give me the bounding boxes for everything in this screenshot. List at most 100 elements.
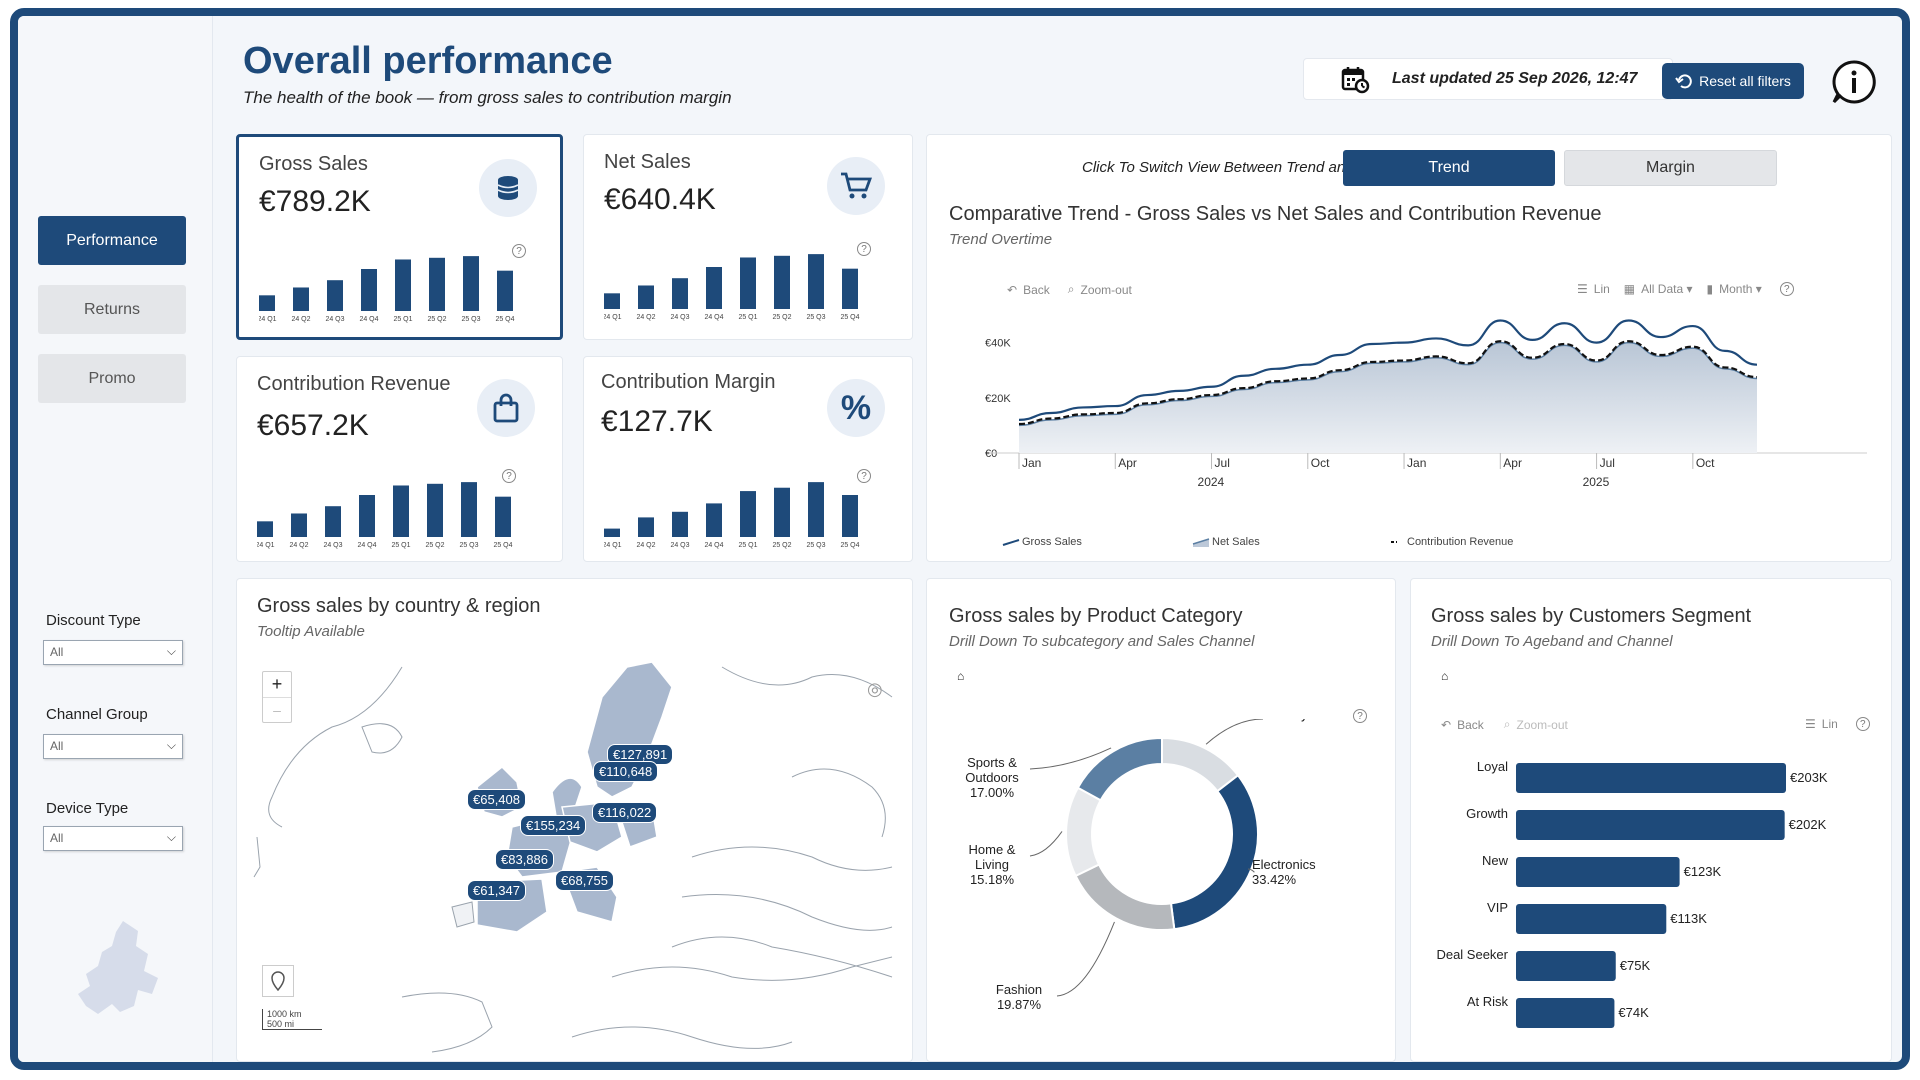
kpi-card-gross-sales[interactable]: Gross Sales €789.2K ? 24 Q1 24 Q2 24 Q3 24 … xyxy=(236,134,563,340)
map-pin-button[interactable] xyxy=(262,965,294,997)
help-icon[interactable]: ? xyxy=(512,244,526,258)
net-sales-line[interactable] xyxy=(1018,341,1758,427)
spark-bar[interactable] xyxy=(774,255,790,309)
month-button[interactable]: Month ▾ xyxy=(1719,282,1762,296)
map-value-label[interactable]: €65,408 xyxy=(467,789,526,810)
spark-bar[interactable] xyxy=(706,503,722,537)
spark-bar[interactable] xyxy=(259,295,275,311)
segment-bar[interactable] xyxy=(1516,810,1785,840)
discount-type-select[interactable]: All ⌵ xyxy=(43,640,183,665)
segment-bar[interactable] xyxy=(1516,763,1786,793)
device-type-select[interactable]: All ⌵ xyxy=(43,826,183,851)
zoom-out-button[interactable]: Zoom-out xyxy=(1516,717,1568,732)
nav-returns-button[interactable]: Returns xyxy=(38,285,186,334)
map-value-label[interactable]: €68,755 xyxy=(555,870,614,891)
trend-toolbar-left: ↶ Back ⌕ Zoom-out xyxy=(1007,282,1132,297)
spark-bar[interactable] xyxy=(461,482,477,537)
spark-bar[interactable] xyxy=(495,496,511,537)
net-sales-area[interactable] xyxy=(1019,342,1757,453)
donut-slice-label: Home & Living 15.18% xyxy=(969,842,1016,887)
spark-bar[interactable] xyxy=(429,257,445,311)
map-value-label[interactable]: €155,234 xyxy=(520,815,587,836)
spark-bar[interactable] xyxy=(638,285,654,309)
map-fullscreen-icon[interactable]: ◎ xyxy=(867,679,883,699)
zoom-in-button[interactable]: + xyxy=(263,672,291,698)
legend-gross-sales[interactable]: Gross Sales xyxy=(1002,536,1192,548)
info-icon[interactable] xyxy=(1830,58,1878,106)
trend-toggle-button[interactable]: Trend xyxy=(1343,150,1555,186)
scale-lin-button[interactable]: Lin xyxy=(1821,717,1838,731)
help-icon[interactable]: ? xyxy=(1779,282,1794,296)
reset-filters-button[interactable]: Reset all filters xyxy=(1662,63,1804,99)
zoom-out-button[interactable]: Zoom-out xyxy=(1080,282,1132,297)
home-icon[interactable]: ⌂ xyxy=(1441,669,1449,683)
map-value-label[interactable]: €61,347 xyxy=(467,880,526,901)
spark-bar[interactable] xyxy=(427,483,443,537)
back-button[interactable]: Back xyxy=(1457,717,1484,732)
spark-bar[interactable] xyxy=(672,278,688,309)
spark-bar[interactable] xyxy=(325,506,341,537)
spark-bar[interactable] xyxy=(361,269,377,311)
kpi-card-net-sales[interactable]: Net Sales €640.4K ? 24 Q1 24 Q2 24 Q3 24 Q4… xyxy=(583,134,913,340)
segment-bar[interactable] xyxy=(1516,998,1615,1028)
segment-bar[interactable] xyxy=(1516,951,1616,981)
legend-contribution-revenue[interactable]: Contribution Revenue xyxy=(1387,536,1513,548)
spark-quarter-label: 24 Q4 xyxy=(359,316,378,323)
spark-bar[interactable] xyxy=(291,513,307,537)
donut-slice[interactable] xyxy=(1169,773,1259,931)
map-value-label[interactable]: €83,886 xyxy=(495,849,554,870)
map-value-label[interactable]: €116,022 xyxy=(592,802,658,823)
kpi-card-contribution-margin[interactable]: Contribution Margin €127.7K % ? 24 Q1 24 … xyxy=(583,356,913,562)
help-icon[interactable]: ? xyxy=(857,242,871,256)
spark-bar[interactable] xyxy=(604,528,620,537)
nav-performance-button[interactable]: Performance xyxy=(38,216,186,265)
donut-slice[interactable] xyxy=(1076,736,1163,802)
donut-slice[interactable] xyxy=(1065,786,1103,878)
spark-bar[interactable] xyxy=(497,270,513,311)
all-data-button[interactable]: All Data ▾ xyxy=(1641,282,1693,296)
margin-toggle-button[interactable]: Margin xyxy=(1564,150,1777,186)
spark-bar[interactable] xyxy=(327,280,343,311)
home-icon[interactable]: ⌂ xyxy=(957,669,965,683)
channel-group-select[interactable]: All ⌵ xyxy=(43,734,183,759)
spark-quarter-label: 25 Q4 xyxy=(840,314,859,321)
spark-bar[interactable] xyxy=(395,259,411,311)
segment-bar[interactable] xyxy=(1516,904,1667,934)
gross-sales-line[interactable] xyxy=(1018,319,1758,421)
scale-lin-button[interactable]: Lin xyxy=(1593,282,1610,296)
kpi-card-contribution-revenue[interactable]: Contribution Revenue €657.2K ? 24 Q1 24 Q… xyxy=(236,356,563,562)
spark-bar[interactable] xyxy=(808,482,824,537)
contribution-revenue-line[interactable] xyxy=(1018,340,1758,426)
spark-bar[interactable] xyxy=(774,487,790,537)
help-icon[interactable]: ? xyxy=(857,469,871,483)
percent-icon: % xyxy=(827,379,885,437)
spark-bar[interactable] xyxy=(257,521,273,537)
back-button[interactable]: Back xyxy=(1023,282,1050,297)
legend-net-sales[interactable]: Net Sales xyxy=(1192,536,1387,548)
map-value-label[interactable]: €127,891 xyxy=(607,744,674,765)
sidebar: Performance Returns Promo Discount Type … xyxy=(18,16,213,1062)
nav-promo-button[interactable]: Promo xyxy=(38,354,186,403)
spark-bar[interactable] xyxy=(706,267,722,309)
donut-slice[interactable] xyxy=(1074,863,1176,931)
help-icon[interactable]: ? xyxy=(502,469,516,483)
spark-bar[interactable] xyxy=(842,268,858,309)
spark-bar[interactable] xyxy=(672,511,688,537)
spark-bar[interactable] xyxy=(808,254,824,309)
spark-bar[interactable] xyxy=(604,293,620,309)
segment-bar[interactable] xyxy=(1516,857,1680,887)
spark-bar[interactable] xyxy=(393,485,409,537)
spark-bar[interactable] xyxy=(842,495,858,537)
spark-bar[interactable] xyxy=(463,256,479,311)
spark-bar[interactable] xyxy=(740,257,756,309)
spark-bar[interactable] xyxy=(638,517,654,537)
spark-bar[interactable] xyxy=(740,491,756,537)
help-icon[interactable]: ? xyxy=(1353,709,1367,723)
help-icon[interactable]: ? xyxy=(1855,717,1870,731)
spark-bar[interactable] xyxy=(359,495,375,537)
map-card: Gross sales by country & region Tooltip … xyxy=(236,578,913,1062)
spark-bar[interactable] xyxy=(293,287,309,311)
spark-quarter-label: 24 Q2 xyxy=(291,316,310,323)
map-value-label[interactable]: €110,648 xyxy=(593,761,659,782)
zoom-out-button[interactable]: – xyxy=(273,702,281,718)
